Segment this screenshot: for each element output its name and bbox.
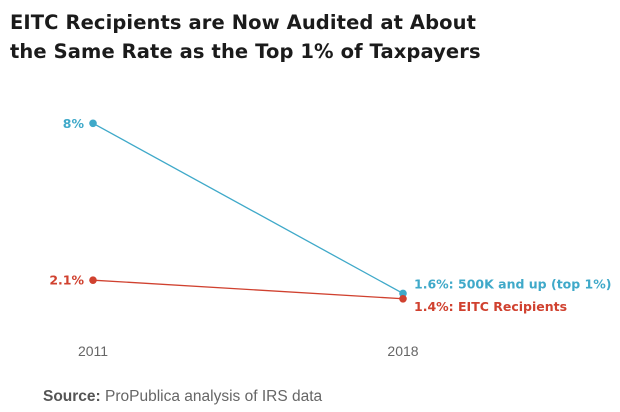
source-note: Source: ProPublica analysis of IRS data xyxy=(43,388,322,406)
source-label: Source: xyxy=(43,388,101,405)
x-tick-label-2011: 2011 xyxy=(78,343,108,359)
end-label-top1: 1.6%: 500K and up (top 1%) xyxy=(414,276,612,291)
data-point-top1-2011 xyxy=(89,119,97,128)
series-line-eitc xyxy=(92,279,404,300)
start-label-top1: 8% xyxy=(63,116,85,131)
data-point-top1-2018 xyxy=(399,289,407,298)
chart-title-line-1: EITC Recipients are Now Audited at About xyxy=(10,11,477,34)
end-label-eitc: 1.4%: EITC Recipients xyxy=(414,299,567,314)
chart-title: EITC Recipients are Now Audited at About… xyxy=(10,8,610,66)
data-point-eitc-2018 xyxy=(399,294,407,303)
data-point-eitc-2011 xyxy=(89,276,97,284)
x-tick-label-2018: 2018 xyxy=(387,343,418,359)
chart-title-line-2: the Same Rate as the Top 1% of Taxpayers xyxy=(10,40,481,63)
series-line-top1 xyxy=(92,122,404,295)
start-label-eitc: 2.1% xyxy=(49,273,84,288)
source-text: ProPublica analysis of IRS data xyxy=(105,388,323,405)
